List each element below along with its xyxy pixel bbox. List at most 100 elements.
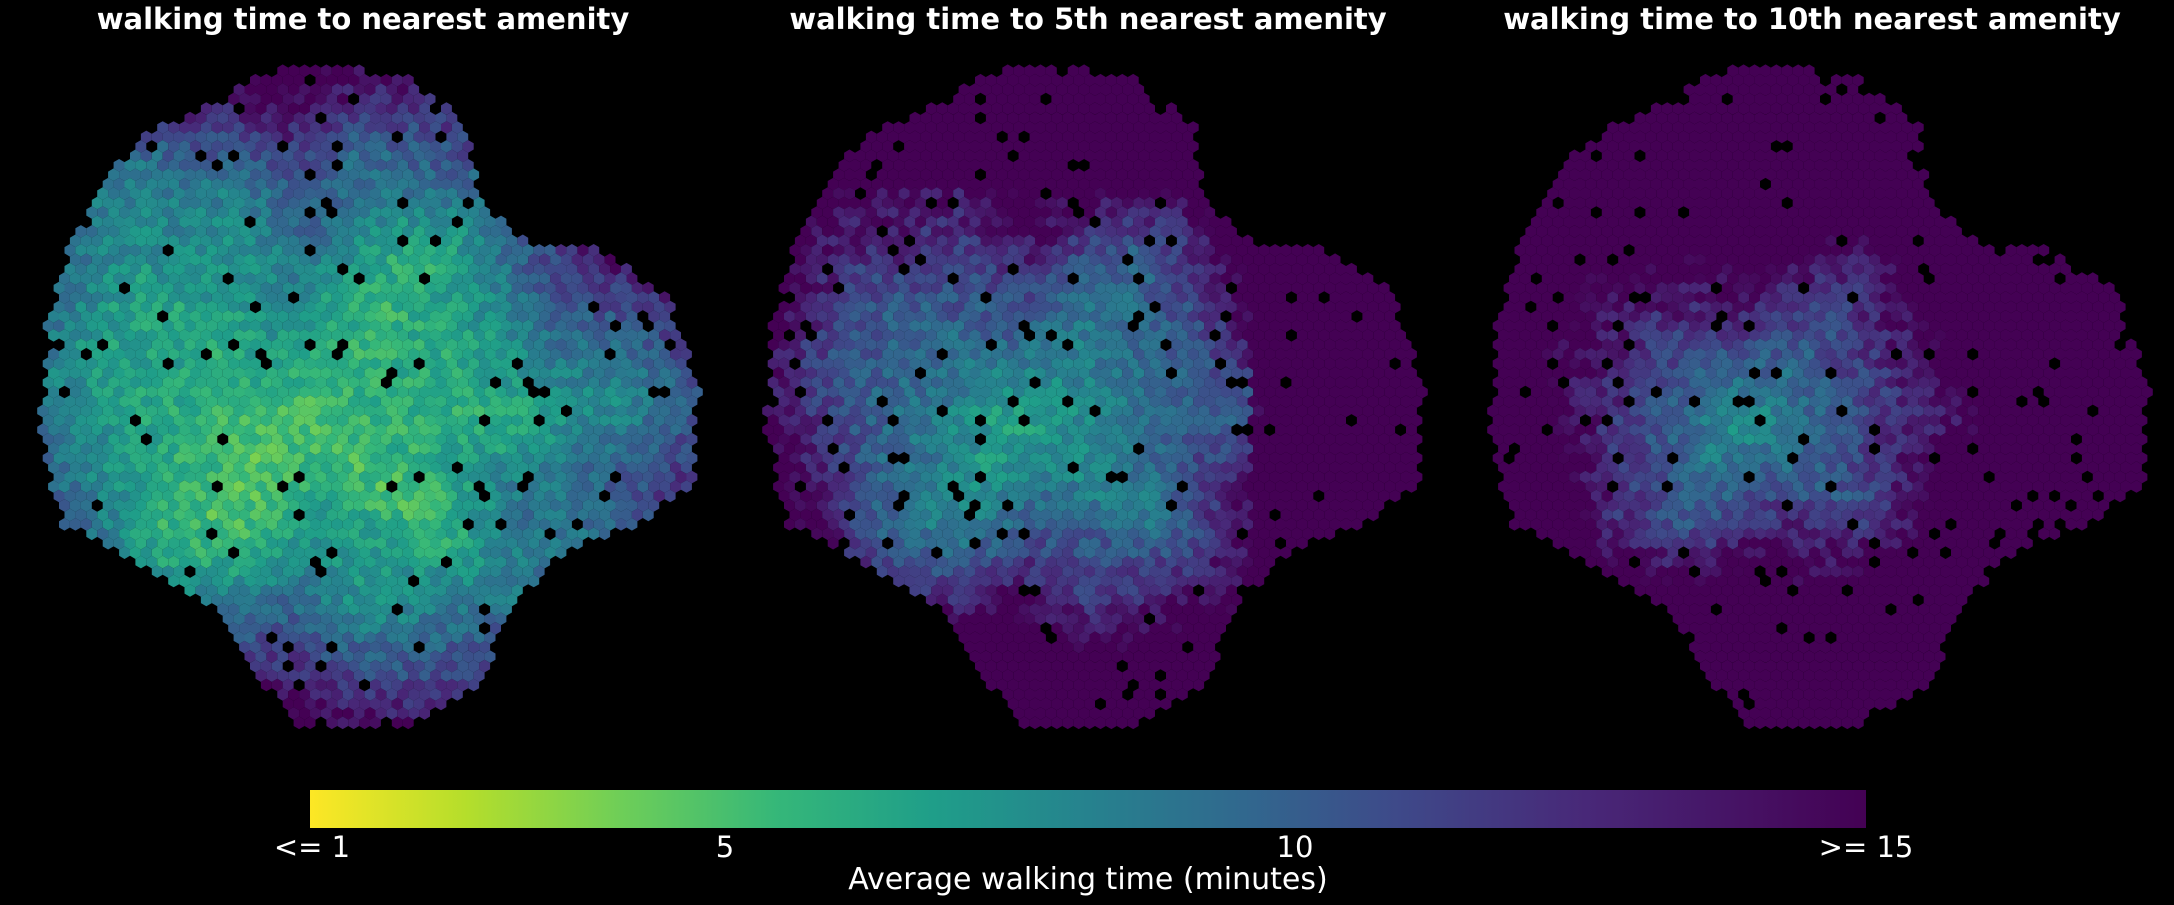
hex-cell [413,281,425,295]
hex-cell [860,385,872,399]
hex-cell [865,546,877,559]
hex-cell [1007,338,1019,352]
hex-cell [1247,395,1259,408]
hex-cell [648,461,660,474]
hex-cell [1073,281,1085,295]
hex-cell [408,480,420,493]
hex-cell [996,414,1008,427]
hex-cell [1373,366,1385,380]
hex-cell [571,480,583,493]
hex-cell [1149,527,1161,541]
hex-cell [522,244,534,257]
hex-cell [533,357,545,370]
hex-cell [975,73,986,87]
hex-cell [375,310,387,323]
hex-cell [364,612,376,626]
hex-cell [794,234,806,248]
hex-cell [1138,451,1150,465]
hex-cell [1007,73,1019,87]
hex-cell [1187,253,1199,266]
hex-cell [980,442,992,455]
hex-cell [348,546,360,559]
hex-cell [353,688,365,701]
hex-cell [326,168,338,181]
hex-cell [200,366,212,380]
hex-cell [1144,329,1155,342]
hex-cell [1100,196,1112,210]
hex-cell [1373,461,1385,474]
hex-cell [59,272,70,285]
hex-cell [446,678,458,692]
hex-cell [200,196,212,210]
hex-cell [860,159,872,172]
hex-cell [222,310,234,323]
hex-cell [310,385,321,399]
hex-cell [102,536,114,550]
hex-cell [1035,366,1046,380]
hex-cell [293,395,305,408]
hex-cell [211,215,223,229]
hex-cell [942,130,954,144]
hex-cell [271,244,283,257]
hex-cell [468,470,480,484]
hex-cell [260,262,272,276]
hex-cell [326,678,338,692]
hex-cell [413,697,425,711]
hex-cell [288,215,300,229]
hex-cell [1193,244,1205,257]
hex-cell [315,697,327,711]
hex-cell [915,404,926,418]
hex-cell [996,73,1008,87]
hex-cell [1035,442,1046,455]
hex-cell [1100,310,1112,323]
hex-cell [1122,366,1134,380]
hex-cell [288,669,300,682]
hex-cell [320,272,332,285]
hex-cell [380,168,392,181]
hex-cell [190,272,201,285]
hex-cell [1056,121,1068,134]
hex-cell [495,215,507,229]
hex-cell [1307,347,1319,361]
hex-cell [1324,262,1336,276]
hex-cell [473,310,485,323]
hex-cell [293,187,305,200]
hex-cell [975,262,986,276]
hex-cell [413,168,425,181]
hex-cell [1040,357,1052,370]
hex-cell [484,536,496,550]
hex-cell [462,442,474,455]
hex-cell [1171,395,1183,408]
hex-cell [925,536,937,550]
hex-cell [375,329,387,342]
hex-cell [315,470,327,484]
hex-cell [1264,310,1276,323]
hex-cell [1062,489,1074,503]
hex-cell [244,102,256,115]
hex-cell [337,433,349,446]
hex-cell [430,404,441,418]
hex-cell [375,215,387,229]
hex-cell [1204,225,1216,238]
hex-cell [255,518,267,531]
hex-cell [64,244,76,257]
hex-cell [326,603,338,616]
hex-cell [64,414,76,427]
hex-cell [642,395,654,408]
hex-cell [364,347,376,361]
hex-cell [844,470,855,484]
hex-cell [648,499,660,512]
hex-cell [1002,310,1014,323]
hex-cell [157,329,169,342]
hex-cell [827,310,839,323]
hex-cell [985,168,997,181]
hex-cell [604,329,616,342]
hex-cell [865,206,877,219]
hex-cell [157,442,169,455]
hex-cell [838,215,850,229]
hex-cell [162,206,174,219]
hex-cell [996,489,1008,503]
hex-cell [1209,499,1221,512]
hex-cell [501,603,512,616]
hex-cell [975,206,986,219]
